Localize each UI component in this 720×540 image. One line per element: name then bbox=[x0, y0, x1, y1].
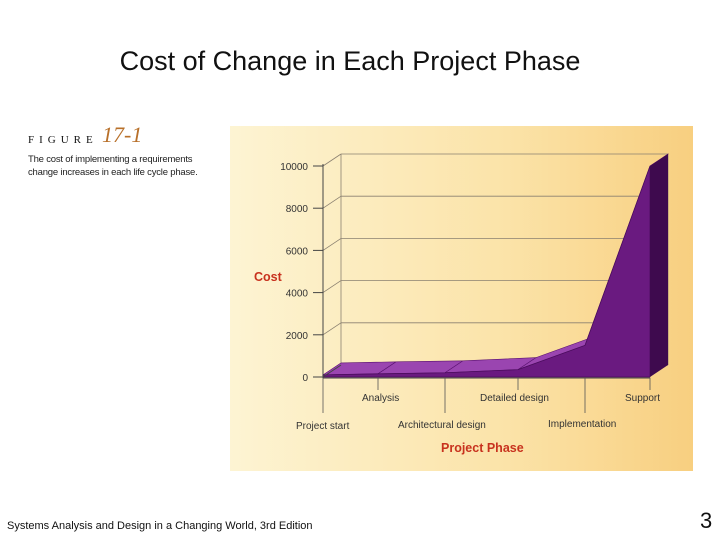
y-tick-label: 2000 bbox=[286, 331, 309, 342]
x-tick-label: Project start bbox=[296, 421, 350, 432]
y-tick-label: 0 bbox=[302, 373, 308, 384]
area-side bbox=[650, 154, 668, 377]
slide-title: Cost of Change in Each Project Phase bbox=[119, 46, 581, 76]
footer-text: Systems Analysis and Design in a Changin… bbox=[7, 520, 313, 532]
figure-label: FIGURE bbox=[28, 134, 98, 146]
gridline-depth bbox=[322, 322, 342, 336]
floor-edge bbox=[322, 364, 342, 378]
x-tick-label: Implementation bbox=[548, 419, 616, 430]
area-layer bbox=[321, 153, 669, 378]
y-axis-title: Cost bbox=[254, 270, 283, 284]
y-tick-label: 10000 bbox=[280, 162, 308, 173]
page-number: 3 bbox=[700, 508, 713, 533]
axis-layer bbox=[313, 164, 651, 413]
figure-number: 17-1 bbox=[102, 122, 143, 147]
x-tick-label: Support bbox=[625, 393, 660, 404]
y-tick-label: 6000 bbox=[286, 246, 309, 257]
x-tick-label: Analysis bbox=[362, 393, 399, 404]
x-tick-label: Architectural design bbox=[398, 420, 486, 431]
gridline-depth bbox=[322, 238, 342, 251]
gridline-depth bbox=[322, 153, 342, 167]
gridline-depth bbox=[322, 280, 342, 293]
gridline-depth bbox=[322, 195, 342, 209]
x-axis-title: Project Phase bbox=[441, 441, 524, 455]
label-layer: 0 2000 4000 6000 8000 10000 Project start Analy… bbox=[254, 162, 660, 455]
y-tick-label: 4000 bbox=[286, 289, 309, 300]
x-tick-label: Detailed design bbox=[480, 393, 549, 404]
area-front bbox=[322, 165, 651, 378]
y-tick-label: 8000 bbox=[286, 204, 309, 215]
figure-caption: The cost of implementing a requirements … bbox=[28, 154, 198, 178]
